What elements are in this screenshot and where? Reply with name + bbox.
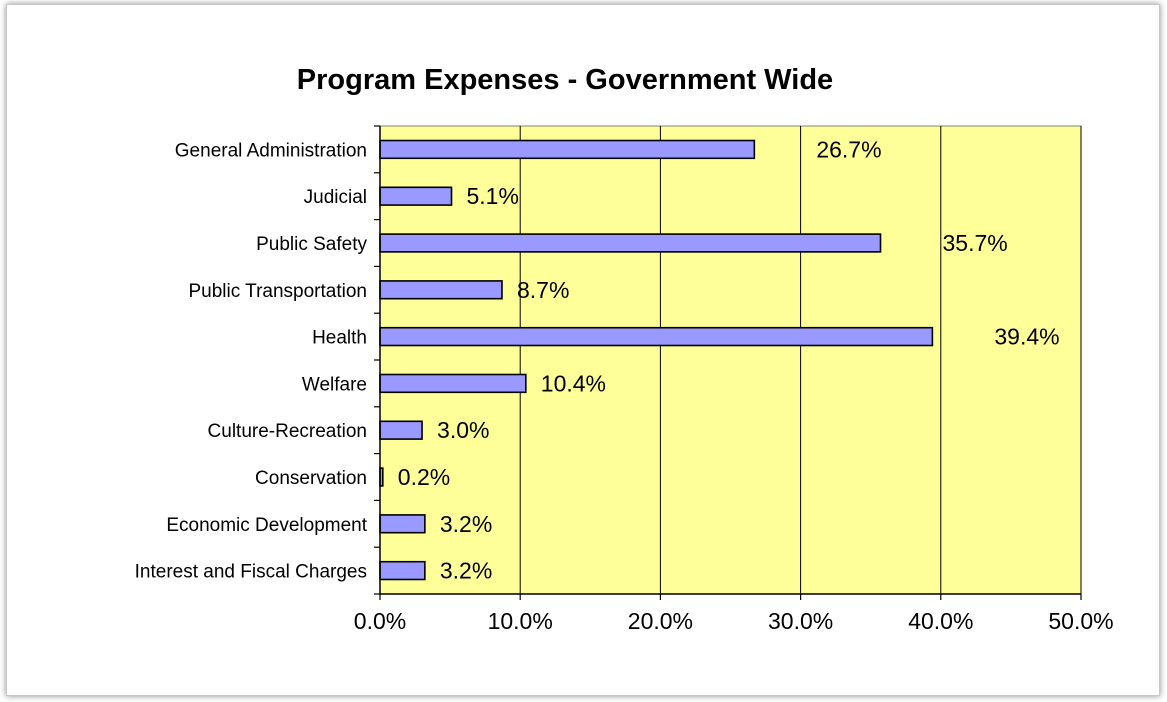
axes	[374, 125, 1082, 600]
chart-title: Program Expenses - Government Wide	[297, 64, 833, 96]
bar	[379, 326, 934, 347]
bar-chart: Program Expenses - Government Wide Gener…	[135, 64, 1114, 634]
data-label: 8.7%	[517, 277, 569, 303]
bar	[379, 233, 882, 253]
bar	[379, 373, 527, 394]
bar	[379, 514, 426, 534]
x-tick-label: 40.0%	[908, 608, 973, 634]
bar	[379, 186, 453, 206]
bar	[379, 560, 426, 581]
data-label: 5.1%	[467, 183, 519, 209]
x-tick-labels: 0.0% 10.0% 20.0% 30.0% 40.0% 50.0%	[354, 608, 1114, 634]
category-label: Interest and Fiscal Charges	[135, 562, 367, 583]
data-labels: 26.7% 5.1% 35.7% 8.7% 39.4% 10.4% 3.0% 0.2% 3.2%…	[398, 136, 1060, 583]
category-label: Health	[312, 328, 367, 349]
data-label: 10.4%	[541, 370, 606, 396]
category-label: Conservation	[255, 468, 367, 489]
category-label: Welfare	[302, 374, 367, 395]
data-label: 35.7%	[943, 230, 1008, 256]
data-label: 26.7%	[816, 136, 881, 162]
x-tick-label: 0.0%	[354, 608, 406, 634]
x-tick-label: 50.0%	[1048, 608, 1113, 634]
data-label: 0.2%	[398, 464, 450, 490]
data-label: 3.2%	[440, 558, 492, 584]
x-tick-label: 10.0%	[488, 608, 553, 634]
data-label: 39.4%	[994, 324, 1059, 350]
category-label: Judicial	[304, 187, 367, 208]
category-labels: General Administration Judicial Public Saf…	[135, 140, 368, 582]
data-label: 3.2%	[440, 511, 492, 537]
gridlines	[519, 126, 1082, 594]
plot-area	[379, 125, 1082, 595]
category-label: Culture-Recreation	[208, 421, 367, 442]
bar	[379, 139, 756, 160]
category-label: Public Safety	[256, 234, 367, 255]
bar	[379, 420, 423, 440]
category-label: General Administration	[175, 140, 367, 161]
bar	[379, 280, 503, 300]
x-tick-label: 20.0%	[628, 608, 693, 634]
category-label: Economic Development	[166, 515, 367, 536]
chart-frame: Program Expenses - Government Wide Gener…	[6, 4, 1160, 696]
data-label: 3.0%	[437, 417, 489, 443]
x-tick-label: 30.0%	[768, 608, 833, 634]
category-label: Public Transportation	[189, 281, 368, 302]
